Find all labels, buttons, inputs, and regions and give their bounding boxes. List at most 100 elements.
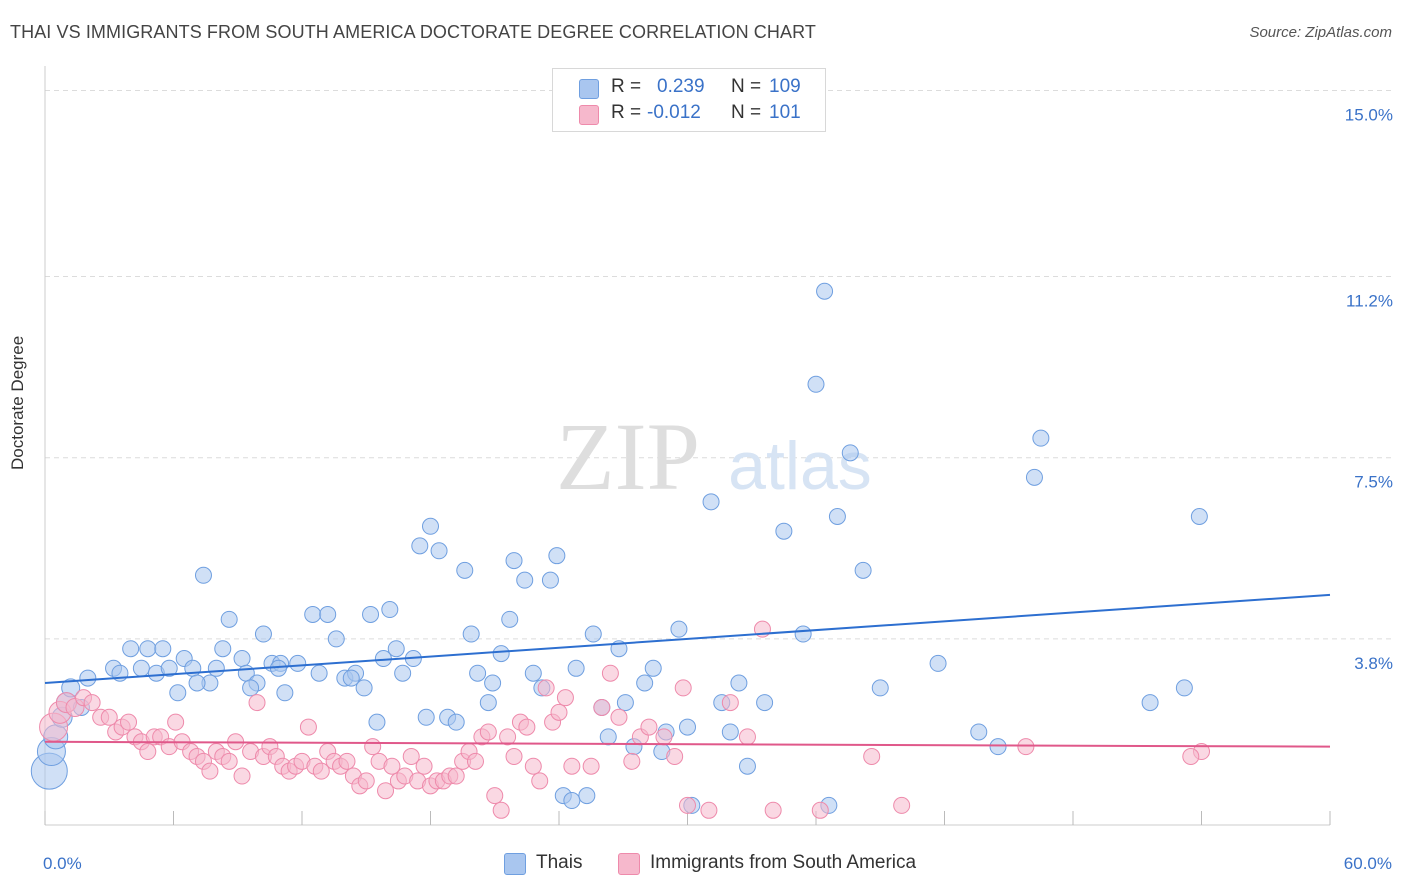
thai-point xyxy=(479,694,497,712)
immigrant-point xyxy=(811,801,829,819)
thai-point xyxy=(541,571,559,589)
immigrant-point xyxy=(524,757,542,775)
thai-point xyxy=(1175,679,1193,697)
thai-point xyxy=(1141,694,1159,712)
thai-point xyxy=(584,625,602,643)
thai-point xyxy=(524,664,542,682)
thai-point xyxy=(207,659,225,677)
immigrant-point xyxy=(447,767,465,785)
thai-point xyxy=(139,640,157,658)
immigrants-swatch xyxy=(618,853,640,875)
thai-point xyxy=(567,659,585,677)
immigrant-point xyxy=(415,757,433,775)
immigrant-point xyxy=(666,747,684,765)
immigrant-point xyxy=(248,694,266,712)
immigrant-point xyxy=(233,767,251,785)
thai-point xyxy=(1025,468,1043,486)
thai-point xyxy=(501,610,519,628)
thai-trend-line xyxy=(44,593,1331,684)
thai-point xyxy=(730,674,748,692)
immigrant-point xyxy=(623,752,641,770)
immigrant-point xyxy=(167,713,185,731)
immigrant-point xyxy=(505,747,523,765)
legend-thai-r: 0.239 xyxy=(657,76,705,97)
thai-point xyxy=(394,664,412,682)
thai-point xyxy=(387,640,405,658)
immigrant-point xyxy=(220,752,238,770)
thai-point xyxy=(289,654,307,672)
thai-point xyxy=(368,713,386,731)
y-tick-label: 11.2% xyxy=(1346,292,1393,311)
thai-point xyxy=(276,684,294,702)
immigrant-point xyxy=(312,762,330,780)
thai-point xyxy=(342,669,360,687)
thai-point xyxy=(469,664,487,682)
immigrant-point xyxy=(357,772,375,790)
immigrant-point xyxy=(556,689,574,707)
thai-point xyxy=(79,669,97,687)
immigrant-point xyxy=(764,801,782,819)
thai-point xyxy=(310,664,328,682)
immigrant-point xyxy=(610,708,628,726)
thai-point xyxy=(738,757,756,775)
thai-point xyxy=(794,625,812,643)
thai-point xyxy=(492,645,510,663)
thai-point xyxy=(411,537,429,555)
immigrant-point xyxy=(486,787,504,805)
watermark-atlas: atlas xyxy=(728,428,872,504)
thai-point xyxy=(1190,508,1208,526)
thai-point xyxy=(871,679,889,697)
immigrant-point xyxy=(893,796,911,814)
legend-immigrants-n: 101 xyxy=(769,102,801,123)
immigrant-point xyxy=(863,747,881,765)
immigrant-point xyxy=(492,801,510,819)
thai-point xyxy=(233,650,251,668)
immigrant-point xyxy=(601,664,619,682)
immigrant-point xyxy=(738,728,756,746)
immigrant-point xyxy=(364,738,382,756)
immigrants-swatch xyxy=(579,105,599,125)
immigrant-points xyxy=(39,620,1210,819)
immigrant-point xyxy=(402,747,420,765)
thai-point xyxy=(516,571,534,589)
y-tick-label: 7.5% xyxy=(1354,473,1393,492)
thai-point xyxy=(122,640,140,658)
x-tick-label: 60.0% xyxy=(1344,854,1392,873)
thai-point xyxy=(242,679,260,697)
grid-lines xyxy=(45,89,1392,640)
y-axis-label: Doctorate Degree xyxy=(8,335,27,470)
thai-point xyxy=(756,694,774,712)
axes xyxy=(44,66,1331,826)
thai-point xyxy=(154,640,172,658)
thai-point xyxy=(304,605,322,623)
thai-point xyxy=(447,713,465,731)
immigrant-point xyxy=(563,757,581,775)
thai-swatch xyxy=(579,79,599,99)
thai-point xyxy=(578,787,596,805)
thai-point xyxy=(160,659,178,677)
thai-point xyxy=(616,694,634,712)
y-tick-label: 3.8% xyxy=(1354,654,1393,673)
immigrant-point xyxy=(674,679,692,697)
immigrant-point xyxy=(537,679,555,697)
legend-r-label: R = xyxy=(611,76,642,97)
tick-labels: 3.8% 7.5% 11.2% 15.0% 0.0% 60.0% xyxy=(43,105,1393,873)
thai-point xyxy=(854,561,872,579)
thai-point xyxy=(362,605,380,623)
correlation-legend: R = 0.239 N = 109 R = -0.012 N = 101 xyxy=(552,68,826,132)
legend-r-label: R = xyxy=(611,102,642,123)
immigrant-point xyxy=(640,718,658,736)
immigrant-point xyxy=(139,743,157,761)
thai-point xyxy=(319,605,337,623)
immigrant-point xyxy=(700,801,718,819)
immigrant-point xyxy=(1017,738,1035,756)
thai-point xyxy=(828,508,846,526)
thai-point xyxy=(194,566,212,584)
thai-point xyxy=(670,620,688,638)
immigrant-point xyxy=(499,728,517,746)
thai-swatch xyxy=(504,853,526,875)
thai-point xyxy=(599,728,617,746)
thai-point xyxy=(548,547,566,565)
immigrant-point xyxy=(377,782,395,800)
